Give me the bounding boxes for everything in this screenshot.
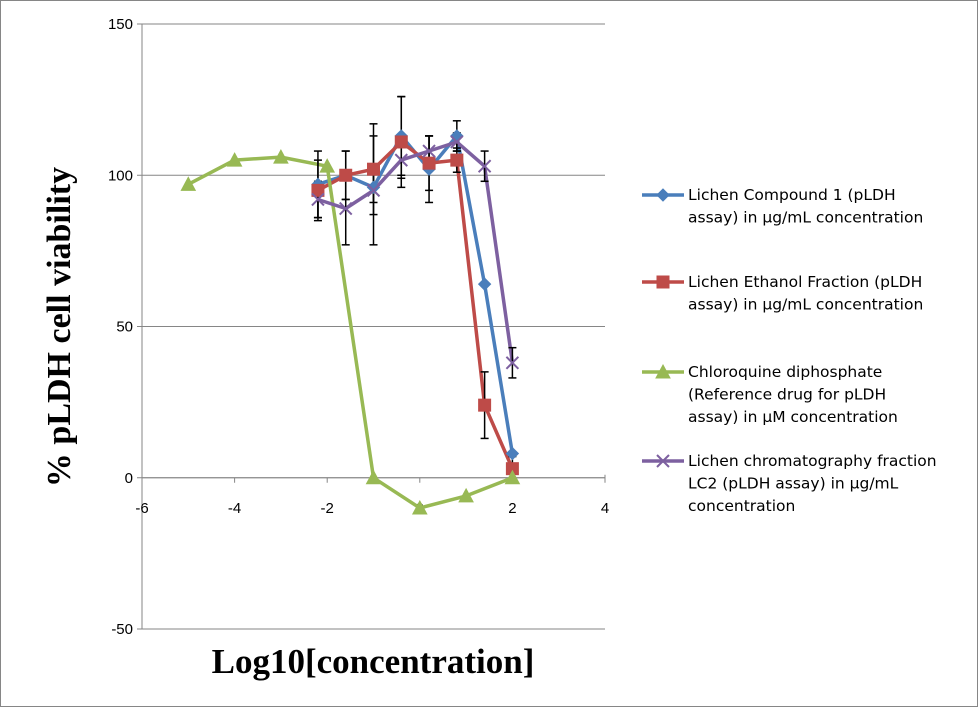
y-axis-title: % pLDH cell viability xyxy=(41,167,78,487)
legend-swatch-marker xyxy=(655,363,671,379)
legend-label: assay) in µM concentration xyxy=(688,408,898,426)
data-point xyxy=(394,135,408,149)
data-point xyxy=(422,144,436,158)
legend: Lichen Compound 1 (pLDH assay) in µg/mL c… xyxy=(642,186,937,515)
legend-label: Lichen chromatography fraction xyxy=(688,452,937,470)
data-point xyxy=(319,158,336,173)
data-point xyxy=(366,183,381,198)
data-point xyxy=(505,356,520,370)
legend-swatch-marker xyxy=(656,275,670,289)
series-3 xyxy=(187,155,514,510)
data-point xyxy=(505,446,520,461)
data-point xyxy=(450,153,464,167)
data-point xyxy=(339,201,353,216)
data-point xyxy=(367,162,380,176)
data-point xyxy=(339,168,353,182)
data-point xyxy=(477,159,492,173)
legend-label: (Reference drug for pLDH xyxy=(688,386,886,404)
markers-2 xyxy=(311,135,519,476)
data-point xyxy=(394,153,408,167)
x-tick-label: -4 xyxy=(228,500,241,517)
data-point xyxy=(273,149,289,164)
legend-label: Lichen Ethanol Fraction (pLDH xyxy=(688,273,922,291)
x-tick-label: 4 xyxy=(601,500,609,517)
data-point xyxy=(411,499,428,515)
y-tick-label: 100 xyxy=(108,167,133,184)
legend-label: concentration xyxy=(688,497,795,515)
data-point xyxy=(365,469,382,485)
data-point xyxy=(311,183,325,197)
series-group xyxy=(180,95,521,515)
legend-entry-1: Lichen Compound 1 (pLDH assay) in µg/mL c… xyxy=(642,186,923,227)
legend-label: Lichen Compound 1 (pLDH xyxy=(688,186,896,204)
series-line xyxy=(187,155,514,510)
legend-label: Chloroquine diphosphate xyxy=(688,363,882,381)
y-tick-label: -50 xyxy=(111,621,133,638)
data-point xyxy=(477,277,492,291)
x-tick-label: 2 xyxy=(508,500,516,517)
legend-swatch-marker xyxy=(656,188,670,202)
y-tick-label: 150 xyxy=(108,16,133,33)
data-point xyxy=(450,135,464,149)
legend-label: assay) in µg/mL concentration xyxy=(688,209,923,227)
data-point xyxy=(422,156,436,170)
data-point xyxy=(180,176,197,191)
y-tick-label: 50 xyxy=(116,319,133,336)
legend-label: assay) in µg/mL concentration xyxy=(688,296,923,314)
y-tick-label: 0 xyxy=(125,470,133,487)
data-point xyxy=(458,487,474,503)
data-point xyxy=(311,192,325,207)
data-point xyxy=(504,469,521,485)
legend-label: LC2 (pLDH assay) in µg/mL xyxy=(688,475,899,493)
legend-entry-3: Chloroquine diphosphate (Reference drug f… xyxy=(642,363,898,426)
data-point xyxy=(478,398,492,412)
data-point xyxy=(226,152,243,167)
x-tick-label: -2 xyxy=(321,500,334,517)
x-axis-title: Log10[concentration] xyxy=(212,642,535,681)
legend-entry-2: Lichen Ethanol Fraction (pLDH assay) in µ… xyxy=(642,273,923,314)
markers-3 xyxy=(180,149,521,515)
x-tick-label: -6 xyxy=(135,500,148,517)
markers-4 xyxy=(311,135,520,370)
legend-entry-4: Lichen chromatography fraction LC2 (pLDH … xyxy=(642,452,937,515)
legend-swatch-marker xyxy=(656,454,670,468)
